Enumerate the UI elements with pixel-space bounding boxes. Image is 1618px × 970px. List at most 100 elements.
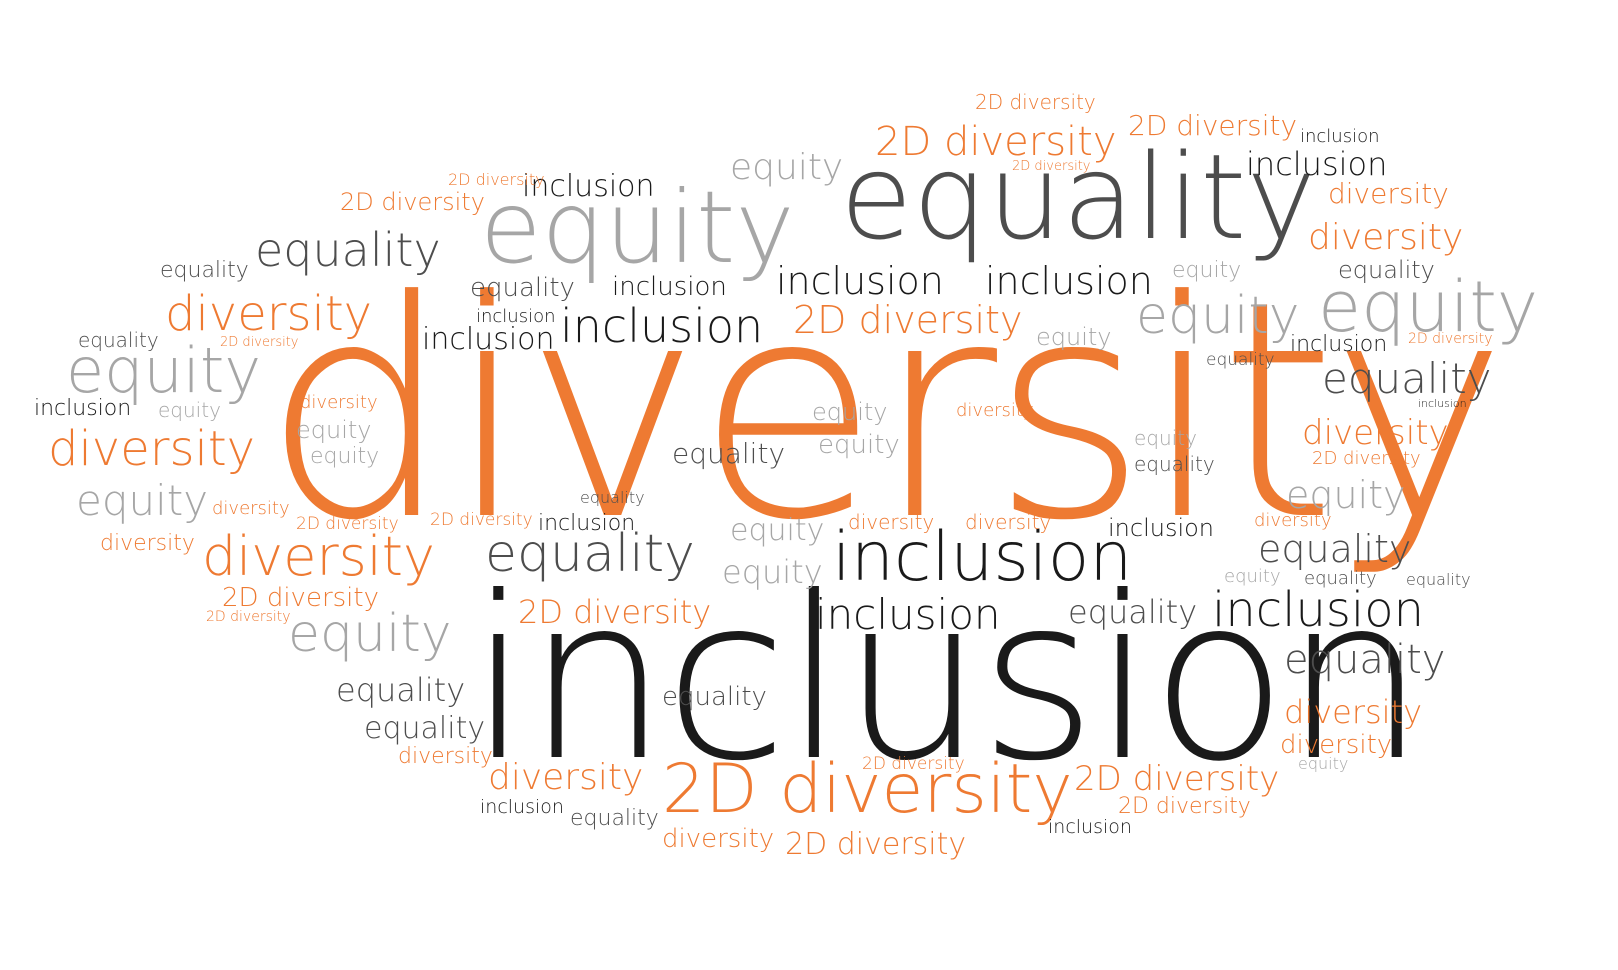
cloud-word: equality	[1284, 637, 1446, 683]
cloud-word: inclusion	[476, 306, 556, 327]
cloud-word: diversity	[398, 744, 493, 769]
cloud-word: inclusion	[1212, 582, 1425, 638]
cloud-word: 2D diversity	[1074, 759, 1280, 799]
cloud-word: equality	[1406, 570, 1471, 589]
cloud-word: equity	[812, 398, 888, 426]
cloud-word: equity	[722, 553, 823, 591]
cloud-word: equity	[1134, 426, 1197, 450]
cloud-word: 2D diversity	[206, 609, 291, 625]
cloud-word: diversity	[1284, 693, 1423, 731]
cloud-word: equity	[76, 476, 209, 525]
cloud-word: 2D diversity	[296, 514, 399, 534]
cloud-word-equity-large: equity	[480, 169, 795, 286]
cloud-word: 2D diversity	[975, 90, 1096, 114]
cloud-word: equity	[730, 513, 825, 548]
cloud-word: equality	[662, 682, 767, 712]
cloud-word: inclusion	[522, 169, 655, 204]
cloud-word: equity	[296, 416, 372, 444]
cloud-word: inclusion	[815, 590, 1001, 639]
cloud-word: inclusion	[422, 322, 555, 357]
cloud-word: equality	[160, 258, 249, 283]
cloud-word: equality	[580, 488, 645, 507]
cloud-word: equality	[1206, 350, 1275, 370]
cloud-word: equity	[1318, 266, 1539, 348]
cloud-word-inclusion-giant: inclusion	[468, 549, 1426, 811]
cloud-word: inclusion	[776, 259, 944, 303]
cloud-word: equity	[1136, 286, 1300, 346]
cloud-word: equality	[1322, 354, 1492, 403]
cloud-word: 2D diversity	[793, 298, 1023, 342]
cloud-word: inclusion	[1418, 397, 1467, 410]
cloud-word: diversity	[1308, 217, 1464, 258]
cloud-word: equity	[1172, 258, 1242, 283]
cloud-word: equality	[1258, 527, 1412, 571]
cloud-word: inclusion	[480, 796, 564, 818]
cloud-word: diversity	[100, 531, 195, 556]
cloud-word: 2D diversity	[785, 827, 967, 862]
cloud-word: equity	[158, 398, 221, 422]
cloud-word: 2D diversity	[1012, 159, 1091, 174]
cloud-word: 2D diversity	[220, 335, 299, 350]
cloud-word: inclusion	[34, 396, 132, 421]
cloud-word: equity	[818, 430, 900, 460]
cloud-word: equity	[1286, 473, 1406, 517]
cloud-word: inclusion	[1300, 126, 1380, 147]
cloud-word: equality	[470, 273, 575, 303]
cloud-word-2d-diversity-large: 2D diversity	[662, 750, 1073, 829]
cloud-word: 2D diversity	[1128, 109, 1298, 142]
cloud-word: diversity	[1328, 177, 1449, 210]
cloud-word-inclusion-large: inclusion	[832, 518, 1133, 597]
cloud-word: 2D diversity	[518, 593, 712, 631]
cloud-word: inclusion	[1246, 145, 1388, 183]
cloud-word: equality	[364, 711, 486, 746]
cloud-word: diversity	[662, 824, 775, 854]
cloud-word: equality	[672, 437, 786, 470]
cloud-word: diversity	[300, 392, 378, 413]
cloud-word: 2D diversity	[1312, 448, 1421, 469]
cloud-word: diversity	[1254, 510, 1332, 531]
cloud-word: equity	[1036, 323, 1112, 351]
cloud-word: equality	[336, 671, 466, 709]
cloud-word: inclusion	[560, 299, 764, 353]
cloud-word: inclusion	[538, 511, 636, 536]
cloud-word: equality	[255, 223, 441, 277]
cloud-word: equality	[78, 328, 159, 352]
cloud-word: inclusion	[1108, 514, 1215, 542]
cloud-word: diversity	[1302, 413, 1449, 453]
cloud-word: 2D diversity	[1118, 794, 1251, 819]
cloud-word: equality	[485, 524, 695, 584]
cloud-word: diversity	[202, 525, 435, 588]
cloud-word: equality	[1134, 452, 1215, 476]
cloud-word: diversity	[956, 400, 1034, 421]
cloud-word: diversity	[848, 510, 935, 534]
cloud-word: equality	[1338, 256, 1435, 284]
cloud-word: equity	[288, 604, 452, 664]
cloud-word-equality-large: equality	[840, 128, 1317, 266]
cloud-word: 2D diversity	[222, 583, 379, 613]
cloud-word: inclusion	[1290, 332, 1388, 357]
cloud-word: equality	[1068, 593, 1198, 631]
cloud-word: diversity	[48, 421, 256, 477]
cloud-word: inclusion	[612, 272, 727, 302]
cloud-word: diversity	[1280, 730, 1393, 760]
cloud-word: 2D diversity	[448, 170, 545, 189]
cloud-word: 2D diversity	[875, 119, 1117, 165]
cloud-word: equity	[66, 334, 262, 407]
cloud-word: 2D diversity	[430, 510, 533, 530]
cloud-word: diversity	[165, 286, 373, 342]
cloud-word: 2D diversity	[1408, 331, 1493, 347]
cloud-word: inclusion	[1048, 816, 1132, 838]
cloud-word-diversity-giant: diversity	[262, 237, 1508, 586]
cloud-word: equity	[1298, 754, 1349, 773]
cloud-word: 2D diversity	[340, 188, 485, 216]
cloud-word: diversity	[965, 510, 1052, 534]
cloud-word: equity	[730, 147, 844, 188]
cloud-word: equality	[1304, 568, 1377, 589]
cloud-word: diversity	[212, 498, 290, 519]
cloud-word: equality	[570, 806, 659, 831]
cloud-word: 2D diversity	[862, 754, 965, 774]
cloud-word: inclusion	[985, 259, 1153, 303]
cloud-word: equity	[1224, 566, 1281, 587]
cloud-word: diversity	[488, 757, 644, 798]
